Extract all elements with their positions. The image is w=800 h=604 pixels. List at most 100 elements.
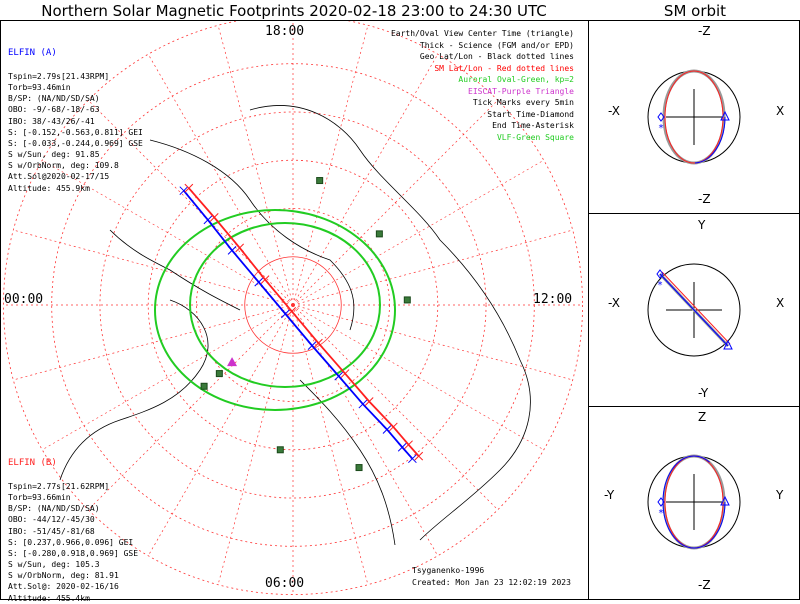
view-center-triangle <box>723 339 733 350</box>
elfin-b-info-line: S: [-0.280,0.918,0.969] GSE <box>8 548 139 558</box>
sm-longitude-line <box>292 304 498 510</box>
sm-longitude-line <box>42 159 294 306</box>
elfin-a-tick-mark <box>203 215 213 225</box>
vlf-square <box>403 296 411 304</box>
sm-longitude-line <box>292 100 498 306</box>
elfin-b-tick-mark <box>364 397 374 406</box>
sm-orbit-panels: * * * <box>647 69 741 550</box>
elfin-a-tick-mark <box>408 454 417 464</box>
sm-latitude-circle <box>99 111 487 499</box>
elfin-a-info-line: B/SP: (NA/ND/SD/SA) <box>8 94 100 104</box>
elfin-a-name: ELFIN (A) <box>8 48 57 59</box>
vlf-square <box>316 177 324 185</box>
coastline <box>109 229 241 311</box>
panel2-bottom-label: -Y <box>698 386 709 400</box>
elfin-b-info-line: IBO: -51/45/-81/68 <box>8 526 95 536</box>
elfin-b-tick-mark <box>314 338 323 348</box>
elfin-b-track <box>188 187 420 457</box>
legend-item: Thick - Science (FGM and/or EPD) <box>419 40 574 50</box>
elfin-a-tick-mark <box>334 371 344 381</box>
sm-orbit-title: SM orbit <box>663 2 727 20</box>
auroral-oval <box>154 209 396 411</box>
elfin-a-info: ELFIN (A) Tspin=2.79s[21.43RPM] Torb=93.4… <box>8 26 143 194</box>
elfin-a-tick-mark <box>307 341 317 350</box>
end-asterisk: * <box>658 508 664 519</box>
credit-text: Tsyganenko-1996 <box>412 566 485 575</box>
landmass-outline <box>59 105 531 546</box>
elfin-a-info-line: Tspin=2.79s[21.43RPM] <box>8 71 110 81</box>
elfin-b-info-line: Att.Sol@: 2020-02-16/16 <box>8 582 119 592</box>
legend-item: SM Lat/Lon - Red dotted lines <box>434 63 574 73</box>
sm-longitude-line <box>292 304 439 556</box>
sm-longitude-line <box>88 100 294 306</box>
coastline <box>59 299 209 481</box>
sm-longitude-line <box>147 54 294 306</box>
sm-latitude-circle <box>244 256 342 354</box>
elfin-a-tick-mark <box>397 442 407 452</box>
orbit-path-a <box>662 70 726 164</box>
elfin-b-info-line: S w/Sun, deg: 105.3 <box>8 560 100 570</box>
elfin-b-info-line: S: [0.237,0.966,0.096] GEI <box>8 537 134 547</box>
coastline <box>149 139 355 331</box>
sm-longitude-line <box>292 54 439 306</box>
sm-longitude-line <box>147 304 294 556</box>
panel1-bottom-label: -Z <box>698 192 711 206</box>
view-center-triangle <box>720 110 730 121</box>
elfin-a-info-line: Att.Sol@2020-02-17/15 <box>8 172 110 182</box>
panel3-bottom-label: -Z <box>698 578 711 592</box>
legend-item: Start Time-Diamond <box>487 109 574 119</box>
elfin-b-info-line: Altitude: 455.4km <box>8 593 90 603</box>
mlt-label-bottom: 06:00 <box>265 576 305 591</box>
sm-longitude-line <box>292 229 573 306</box>
sm-longitude-line <box>217 304 294 585</box>
end-asterisk: * <box>657 280 663 291</box>
sm-longitude-line <box>292 304 573 381</box>
panel1-left-label: -X <box>608 104 620 118</box>
earth-outline-2 <box>647 263 741 357</box>
start-diamond <box>657 497 665 507</box>
legend-item: EISCAT-Purple Triangle <box>468 86 574 96</box>
elfin-b-tick-mark <box>340 369 350 378</box>
vlf-square <box>200 382 208 390</box>
elfin-b-tick-mark <box>414 451 424 461</box>
legend-item: Tick Marks every 5min <box>472 98 574 107</box>
elfin-a-info-line: S w/OrbNorm, deg: 109.8 <box>8 161 119 171</box>
vlf-square <box>355 464 363 472</box>
elfin-b-tick-mark <box>209 213 219 222</box>
elfin-a-info-line: S: [-0.152,-0.563,0.811] GEI <box>8 127 143 137</box>
auroral-oval-inner <box>189 222 381 388</box>
elfin-a-info-line: Torb=93.46min <box>8 82 71 92</box>
sm-grid <box>3 21 583 595</box>
elfin-b-tick-mark <box>287 306 297 316</box>
legend: Earth/Oval View Center Time (triangle) Th… <box>391 28 574 143</box>
sm-longitude-line <box>217 25 294 306</box>
start-diamond <box>657 112 665 122</box>
elfin-a-info-line: S w/Sun, deg: 91.85 <box>8 150 100 160</box>
elfin-b-info: ELFIN (B) Tspin=2.77s[21.62RPM] Torb=93.6… <box>8 436 138 604</box>
panel3-right-label: Y <box>776 488 784 502</box>
vlf-square <box>375 230 383 238</box>
sm-longitude-line <box>292 304 544 451</box>
mlt-label-left: 00:00 <box>4 292 44 307</box>
sm-longitude-line <box>13 229 294 306</box>
elfin-a-tick-mark <box>254 277 264 287</box>
elfin-a-tick-mark <box>281 309 290 319</box>
end-asterisk: * <box>658 123 664 134</box>
legend-item: Earth/Oval View Center Time (triangle) <box>390 29 574 38</box>
vlf-square <box>215 370 223 378</box>
chart-title: Northern Solar Magnetic Footprints 2020-… <box>41 2 547 20</box>
orbit-path-a <box>662 455 726 549</box>
elfin-a-info-line: Altitude: 455.9km <box>8 183 90 193</box>
view-center-triangle <box>720 495 730 506</box>
elfin-b-info-line: Torb=93.66min <box>8 492 71 502</box>
elfin-a-tick-mark <box>227 246 237 255</box>
sm-longitude-line <box>42 304 294 451</box>
elfin-b-tick-mark <box>235 243 245 253</box>
elfin-b-info-line: Tspin=2.77s[21.62RPM] <box>8 481 110 491</box>
sm-longitude-line <box>292 25 369 306</box>
elfin-b-tick-mark <box>184 183 194 193</box>
sm-longitude-line <box>13 304 294 381</box>
coastline <box>249 105 531 541</box>
elfin-a-info-line: S: [-0.033,-0.244,0.969] GSE <box>8 138 143 148</box>
elfin-b-info-line: OBO: -44/12/-45/30 <box>8 515 95 525</box>
